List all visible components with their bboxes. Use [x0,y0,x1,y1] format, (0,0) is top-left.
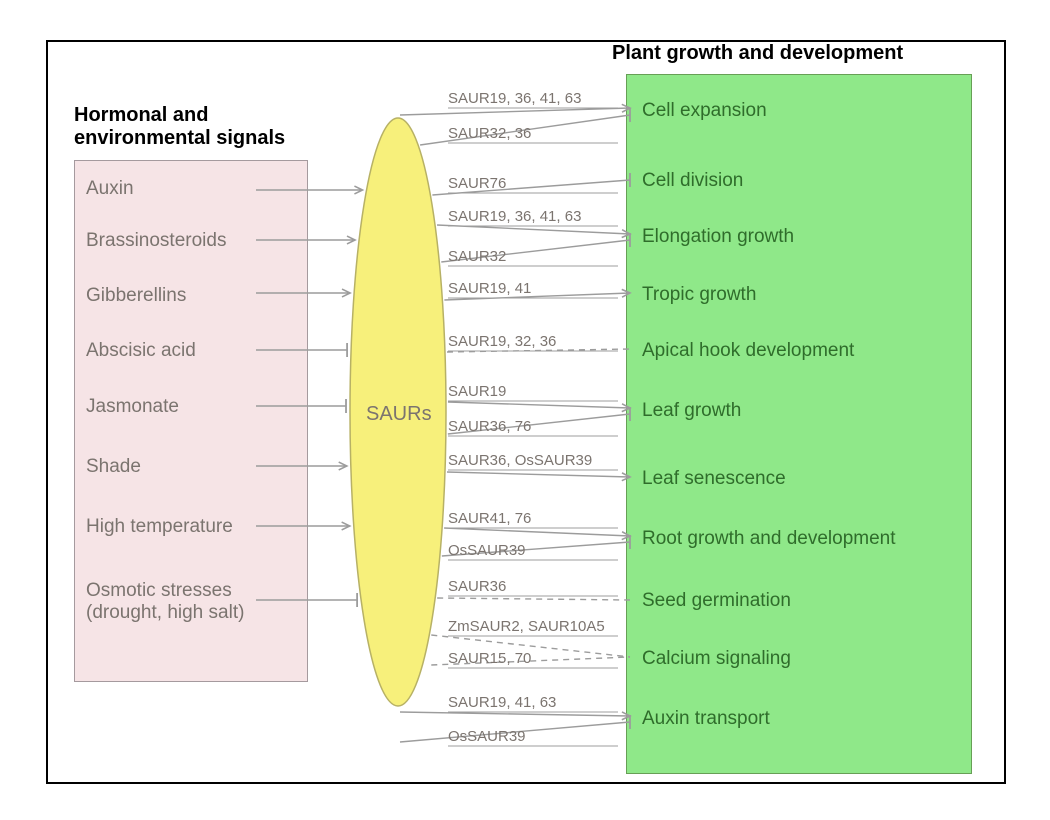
outcome-item: Tropic growth [642,284,756,306]
outcome-item: Root growth and development [642,528,896,550]
connection-label: SAUR76 [448,175,506,192]
connection-label: SAUR19, 36, 41, 63 [448,208,581,225]
connection-label: ZmSAUR2, SAUR10A5 [448,618,605,635]
connection-label: SAUR19, 36, 41, 63 [448,90,581,107]
connection-label: OsSAUR39 [448,542,526,559]
signal-item: Jasmonate [86,396,179,418]
connection-label: SAUR36 [448,578,506,595]
connection-label: SAUR36, 76 [448,418,531,435]
outcome-item: Elongation growth [642,226,794,248]
outcome-item: Leaf senescence [642,468,786,490]
outcome-item: Cell expansion [642,100,767,122]
signal-item: Brassinosteroids [86,230,226,252]
connection-label: OsSAUR39 [448,728,526,745]
connection-label: SAUR19, 41, 63 [448,694,556,711]
signal-item: Auxin [86,178,134,200]
connection-label: SAUR19 [448,383,506,400]
outcomes-title: Plant growth and development [612,42,903,65]
outcome-item: Apical hook development [642,340,854,362]
signal-item: Abscisic acid [86,340,196,362]
diagram-canvas: Hormonal and environmental signals Auxin B… [0,0,1050,820]
connection-label: SAUR19, 41 [448,280,531,297]
connection-label: SAUR19, 32, 36 [448,333,556,350]
connection-label: SAUR32 [448,248,506,265]
connection-label: SAUR15, 70 [448,650,531,667]
outcome-item: Leaf growth [642,400,741,422]
outcome-item: Auxin transport [642,708,770,730]
outcome-item: Seed germination [642,590,791,612]
signal-item: Gibberellins [86,285,186,307]
outcome-item: Calcium signaling [642,648,791,670]
connection-label: SAUR36, OsSAUR39 [448,452,592,469]
signal-item: Shade [86,456,141,478]
signal-item: Osmotic stresses (drought, high salt) [86,580,244,624]
saurs-label: SAURs [366,403,432,426]
outcome-item: Cell division [642,170,743,192]
connection-label: SAUR41, 76 [448,510,531,527]
signals-title: Hormonal and environmental signals [74,104,285,150]
connection-label: SAUR32, 36 [448,125,531,142]
signal-item: High temperature [86,516,233,538]
